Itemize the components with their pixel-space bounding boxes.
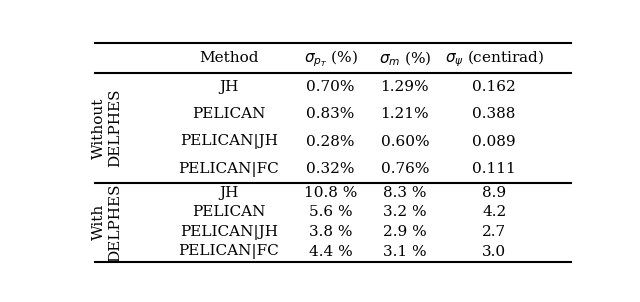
Text: $\sigma_{p_T}$ (%): $\sigma_{p_T}$ (%) <box>303 48 357 69</box>
Text: PELICAN: PELICAN <box>192 108 266 121</box>
Text: 3.0: 3.0 <box>482 245 506 259</box>
Text: $\sigma_m$ (%): $\sigma_m$ (%) <box>379 49 431 68</box>
Text: 2.7: 2.7 <box>482 225 506 239</box>
Text: $\sigma_\psi$ (centirad): $\sigma_\psi$ (centirad) <box>445 48 544 69</box>
Text: 0.28%: 0.28% <box>306 135 355 149</box>
Text: 0.111: 0.111 <box>472 162 516 176</box>
Text: 0.83%: 0.83% <box>307 108 355 121</box>
Text: PELICAN|FC: PELICAN|FC <box>179 162 279 177</box>
Text: With
DELPHES: With DELPHES <box>92 183 122 262</box>
Text: 1.29%: 1.29% <box>381 80 429 94</box>
Text: JH: JH <box>219 80 239 94</box>
Text: 3.8 %: 3.8 % <box>308 225 352 239</box>
Text: 0.32%: 0.32% <box>306 162 355 176</box>
Text: 5.6 %: 5.6 % <box>308 205 352 219</box>
Text: 10.8 %: 10.8 % <box>304 186 357 200</box>
Text: 0.162: 0.162 <box>472 80 516 94</box>
Text: 0.76%: 0.76% <box>381 162 429 176</box>
Text: 3.1 %: 3.1 % <box>383 245 427 259</box>
Text: 1.21%: 1.21% <box>381 108 429 121</box>
Text: JH: JH <box>219 186 239 200</box>
Text: 0.089: 0.089 <box>472 135 516 149</box>
Text: 0.388: 0.388 <box>472 108 516 121</box>
Text: 4.4 %: 4.4 % <box>308 245 353 259</box>
Text: 4.2: 4.2 <box>482 205 506 219</box>
Text: 3.2 %: 3.2 % <box>383 205 427 219</box>
Text: PELICAN|FC: PELICAN|FC <box>179 244 279 259</box>
Text: 2.9 %: 2.9 % <box>383 225 427 239</box>
Text: 0.70%: 0.70% <box>306 80 355 94</box>
Text: 8.9: 8.9 <box>482 186 506 200</box>
Text: PELICAN|JH: PELICAN|JH <box>180 225 278 240</box>
Text: Without
DELPHES: Without DELPHES <box>92 89 122 167</box>
Text: Method: Method <box>199 51 259 65</box>
Text: PELICAN: PELICAN <box>192 205 266 219</box>
Text: 0.60%: 0.60% <box>381 135 429 149</box>
Text: PELICAN|JH: PELICAN|JH <box>180 134 278 149</box>
Text: 8.3 %: 8.3 % <box>383 186 427 200</box>
